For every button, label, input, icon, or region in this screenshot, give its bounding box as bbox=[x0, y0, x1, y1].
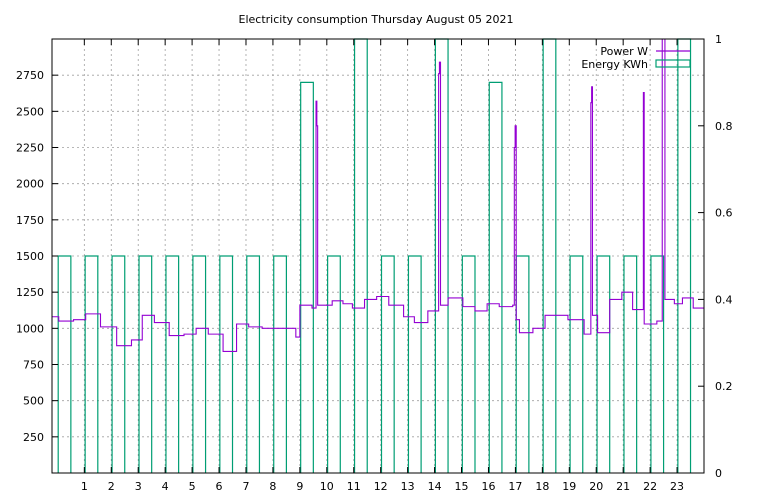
y2-axis: 0 0.2 0.4 0.6 0.8 1 bbox=[698, 33, 733, 480]
energy-bar bbox=[246, 255, 261, 473]
power-line bbox=[52, 38, 704, 353]
legend-swatch-energy bbox=[655, 59, 691, 68]
x-tick-label: 9 bbox=[296, 480, 303, 493]
x-tick-label: 2 bbox=[108, 480, 115, 493]
chart-title: Electricity consumption Thursday August … bbox=[239, 13, 514, 26]
y-tick-label: 1500 bbox=[16, 250, 44, 263]
y2-tick-label: 0.2 bbox=[715, 380, 733, 393]
x-axis: 1 2 3 4 5 6 7 8 9 10 11 12 13 14 15 16 17 18 19 20 21 22 23 bbox=[81, 39, 684, 493]
energy-bar bbox=[407, 255, 422, 473]
energy-bar bbox=[192, 255, 207, 473]
y2-tick-label: 1 bbox=[715, 33, 722, 46]
x-tick-label: 1 bbox=[81, 480, 88, 493]
y2-tick-label: 0.4 bbox=[715, 293, 733, 306]
x-tick-label: 13 bbox=[401, 480, 415, 493]
x-tick-label: 19 bbox=[562, 480, 576, 493]
y2-tick-label: 0 bbox=[715, 467, 722, 480]
energy-bar bbox=[515, 255, 530, 473]
energy-bar bbox=[488, 81, 503, 473]
x-tick-label: 23 bbox=[670, 480, 684, 493]
x-tick-label: 20 bbox=[589, 480, 603, 493]
x-tick-label: 4 bbox=[162, 480, 169, 493]
energy-bar bbox=[461, 255, 476, 473]
y-tick-label: 750 bbox=[23, 359, 44, 372]
x-tick-label: 11 bbox=[347, 480, 361, 493]
y-tick-label: 1250 bbox=[16, 286, 44, 299]
y2-tick-label: 0.6 bbox=[715, 207, 733, 220]
energy-bar bbox=[138, 255, 153, 473]
y-axis: 250 500 750 1000 1250 1500 1750 2000 2250 2500 275… bbox=[16, 69, 58, 444]
energy-bar bbox=[596, 255, 611, 473]
energy-bar bbox=[569, 255, 584, 473]
y-tick-label: 1000 bbox=[16, 322, 44, 335]
x-tick-label: 18 bbox=[535, 480, 549, 493]
energy-bar bbox=[300, 81, 314, 473]
y-tick-label: 250 bbox=[23, 431, 44, 444]
y-tick-label: 1750 bbox=[16, 214, 44, 227]
x-tick-label: 10 bbox=[320, 480, 334, 493]
energy-bar bbox=[353, 38, 368, 473]
y2-tick-label: 0.8 bbox=[715, 120, 733, 133]
energy-bar bbox=[219, 255, 234, 473]
energy-bar bbox=[380, 255, 395, 473]
y-tick-label: 2000 bbox=[16, 178, 44, 191]
y-tick-label: 500 bbox=[23, 395, 44, 408]
x-tick-label: 15 bbox=[455, 480, 469, 493]
energy-bar bbox=[273, 255, 287, 473]
energy-bar bbox=[327, 255, 341, 473]
legend-label-power: Power W bbox=[600, 45, 648, 58]
x-tick-label: 8 bbox=[269, 480, 276, 493]
power-series bbox=[52, 38, 704, 353]
x-tick-label: 7 bbox=[242, 480, 249, 493]
x-tick-label: 14 bbox=[428, 480, 442, 493]
energy-bar bbox=[650, 255, 665, 473]
y-tick-label: 2500 bbox=[16, 105, 44, 118]
grid bbox=[52, 39, 704, 473]
energy-bar bbox=[84, 255, 99, 473]
legend-label-energy: Energy KWh bbox=[581, 58, 648, 71]
x-tick-label: 16 bbox=[481, 480, 495, 493]
x-tick-label: 6 bbox=[216, 480, 223, 493]
energy-bar bbox=[623, 255, 638, 473]
y-tick-label: 2750 bbox=[16, 69, 44, 82]
energy-bar bbox=[111, 255, 126, 473]
x-tick-label: 17 bbox=[508, 480, 522, 493]
energy-bar bbox=[57, 255, 72, 473]
x-tick-label: 12 bbox=[374, 480, 388, 493]
energy-bar bbox=[165, 255, 180, 473]
legend: Power W Energy KWh bbox=[581, 45, 691, 71]
y-tick-label: 2250 bbox=[16, 142, 44, 155]
x-tick-label: 21 bbox=[616, 480, 630, 493]
x-tick-label: 22 bbox=[643, 480, 657, 493]
x-tick-label: 5 bbox=[189, 480, 196, 493]
x-tick-label: 3 bbox=[135, 480, 142, 493]
